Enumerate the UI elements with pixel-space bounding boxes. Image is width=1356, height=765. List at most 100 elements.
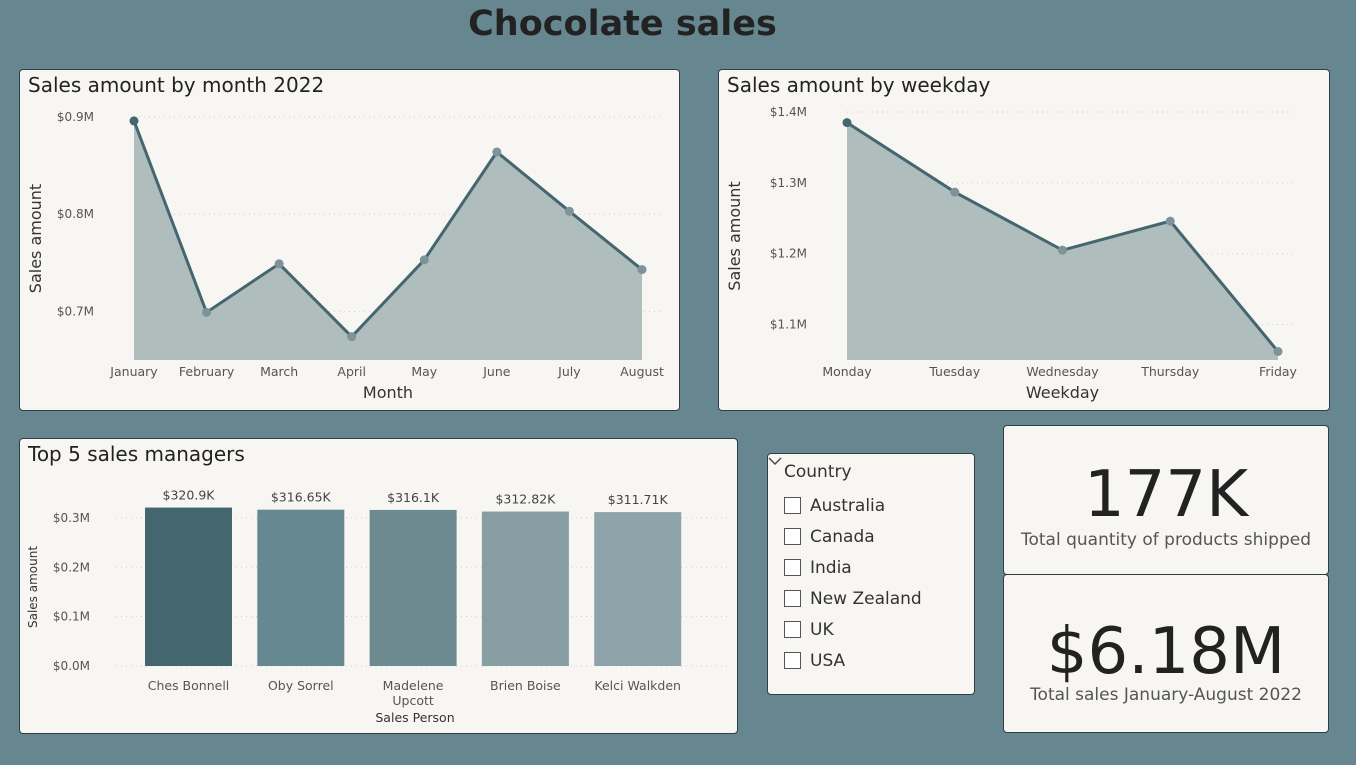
kpi-quantity-card: 177K Total quantity of products shipped xyxy=(1003,425,1329,575)
kpi-quantity-label: Total quantity of products shipped xyxy=(1020,530,1311,550)
area-fill xyxy=(847,122,1278,360)
x-tick-label: August xyxy=(620,364,664,379)
kpi-sales-card: $6.18M Total sales January-August 2022 xyxy=(1003,574,1329,733)
y-axis-title: Sales amount xyxy=(725,181,744,290)
slicer-item-usa[interactable]: USA xyxy=(784,645,922,676)
slicer-item-label: Australia xyxy=(810,495,886,516)
data-point xyxy=(419,255,429,265)
bar xyxy=(145,507,232,666)
y-axis-title: Sales amount xyxy=(26,546,40,628)
data-point xyxy=(202,307,212,317)
monthly-sales-panel: Sales amount by month 2022 $0.7M $0.8M $0.… xyxy=(19,69,680,411)
data-label: $316.1K xyxy=(387,490,440,505)
x-tick-label: July xyxy=(557,364,581,379)
data-point xyxy=(950,187,960,197)
x-tick-label: Brien Boise xyxy=(490,678,561,693)
x-tick-label: Thursday xyxy=(1140,364,1200,379)
x-axis-title: Sales Person xyxy=(375,710,454,725)
x-axis-title: Month xyxy=(363,383,413,402)
data-point xyxy=(1165,216,1175,226)
x-tick-label: Madelene xyxy=(383,678,444,693)
y-tick-label: $1.1M xyxy=(770,318,807,332)
monthly-sales-title: Sales amount by month 2022 xyxy=(28,73,325,97)
slicer-item-label: India xyxy=(810,557,852,578)
data-label: $320.9K xyxy=(163,488,216,503)
x-tick-label: May xyxy=(411,364,437,379)
data-point xyxy=(274,259,284,269)
x-tick-label: April xyxy=(337,364,366,379)
y-axis-title: Sales amount xyxy=(26,184,45,293)
data-label: $312.82K xyxy=(495,492,556,507)
slicer-item-canada[interactable]: Canada xyxy=(784,521,922,552)
kpi-sales-label: Total sales January-August 2022 xyxy=(1030,685,1302,705)
y-tick-label: $0.3M xyxy=(53,511,90,525)
data-point xyxy=(1273,346,1283,356)
data-label: $311.71K xyxy=(608,492,669,507)
x-tick-label: Monday xyxy=(822,364,872,379)
y-tick-label: $0.9M xyxy=(57,110,94,124)
data-point xyxy=(564,206,574,216)
kpi-sales-value: $6.18M xyxy=(1046,615,1286,689)
data-point xyxy=(347,332,357,342)
monthly-sales-chart: $0.7M $0.8M $0.9M January February March April… xyxy=(26,110,664,402)
bar xyxy=(257,509,345,666)
bar xyxy=(369,509,457,666)
slicer-item-india[interactable]: India xyxy=(784,552,922,583)
y-tick-label: $0.1M xyxy=(53,610,90,624)
data-label: $316.65K xyxy=(271,490,332,505)
x-tick-label: Upcott xyxy=(392,693,434,708)
data-point xyxy=(1058,245,1067,255)
slicer-item-uk[interactable]: UK xyxy=(784,614,922,645)
x-tick-label: Ches Bonnell xyxy=(148,678,230,693)
weekday-sales-chart: $1.1M $1.2M $1.3M $1.4M Monday Tuesday Wednesd… xyxy=(725,105,1298,402)
top-managers-chart: $0.0M $0.1M $0.2M $0.3M $320.9K Ches Bonnell $… xyxy=(26,488,730,725)
y-tick-label: $1.3M xyxy=(770,176,807,190)
y-tick-label: $0.0M xyxy=(53,659,90,673)
top-managers-panel: Top 5 sales managers $0.0M $0.1M $0.2M $0.3… xyxy=(19,438,738,734)
x-tick-label: Wednesday xyxy=(1026,364,1099,379)
area-fill xyxy=(134,120,642,360)
x-tick-label: January xyxy=(109,364,158,379)
slicer-list: Australia Canada India New Zealand UK US… xyxy=(784,490,922,676)
slicer-item-new-zealand[interactable]: New Zealand xyxy=(784,583,922,614)
country-slicer: Country Australia Canada India New Zeala… xyxy=(767,453,975,695)
weekday-sales-panel: Sales amount by weekday $1.1M $1.2M $1.3M $… xyxy=(718,69,1330,411)
slicer-item-label: UK xyxy=(810,619,834,640)
data-point xyxy=(842,118,852,128)
data-point xyxy=(637,265,647,275)
y-tick-label: $0.2M xyxy=(53,560,90,574)
x-tick-label: March xyxy=(260,364,298,379)
slicer-item-australia[interactable]: Australia xyxy=(784,490,922,521)
checkbox[interactable] xyxy=(784,652,801,669)
chevron-down-icon[interactable] xyxy=(768,454,782,468)
slicer-header: Country xyxy=(784,462,852,482)
bar xyxy=(594,512,682,666)
y-tick-label: $1.4M xyxy=(770,105,807,119)
x-tick-label: Friday xyxy=(1259,364,1297,379)
y-tick-label: $1.2M xyxy=(770,247,807,261)
x-axis-title: Weekday xyxy=(1026,383,1099,402)
x-tick-label: February xyxy=(179,364,235,379)
x-tick-label: June xyxy=(482,364,511,379)
x-tick-label: Kelci Walkden xyxy=(594,678,681,693)
slicer-item-label: Canada xyxy=(810,526,875,547)
x-tick-label: Oby Sorrel xyxy=(268,678,334,693)
slicer-item-label: New Zealand xyxy=(810,588,922,609)
y-tick-label: $0.7M xyxy=(57,304,94,318)
bar xyxy=(481,511,569,666)
slicer-item-label: USA xyxy=(810,650,846,671)
y-tick-label: $0.8M xyxy=(57,207,94,221)
weekday-sales-title: Sales amount by weekday xyxy=(727,73,991,97)
checkbox[interactable] xyxy=(784,559,801,576)
kpi-quantity-value: 177K xyxy=(1083,458,1249,532)
data-point xyxy=(492,147,502,157)
series-line xyxy=(132,120,643,339)
top-managers-title: Top 5 sales managers xyxy=(28,442,245,466)
data-point xyxy=(129,116,139,126)
checkbox[interactable] xyxy=(784,528,801,545)
checkbox[interactable] xyxy=(784,590,801,607)
checkbox[interactable] xyxy=(784,497,801,514)
checkbox[interactable] xyxy=(784,621,801,638)
x-tick-label: Tuesday xyxy=(928,364,980,379)
dashboard-title: Chocolate sales xyxy=(468,4,777,44)
